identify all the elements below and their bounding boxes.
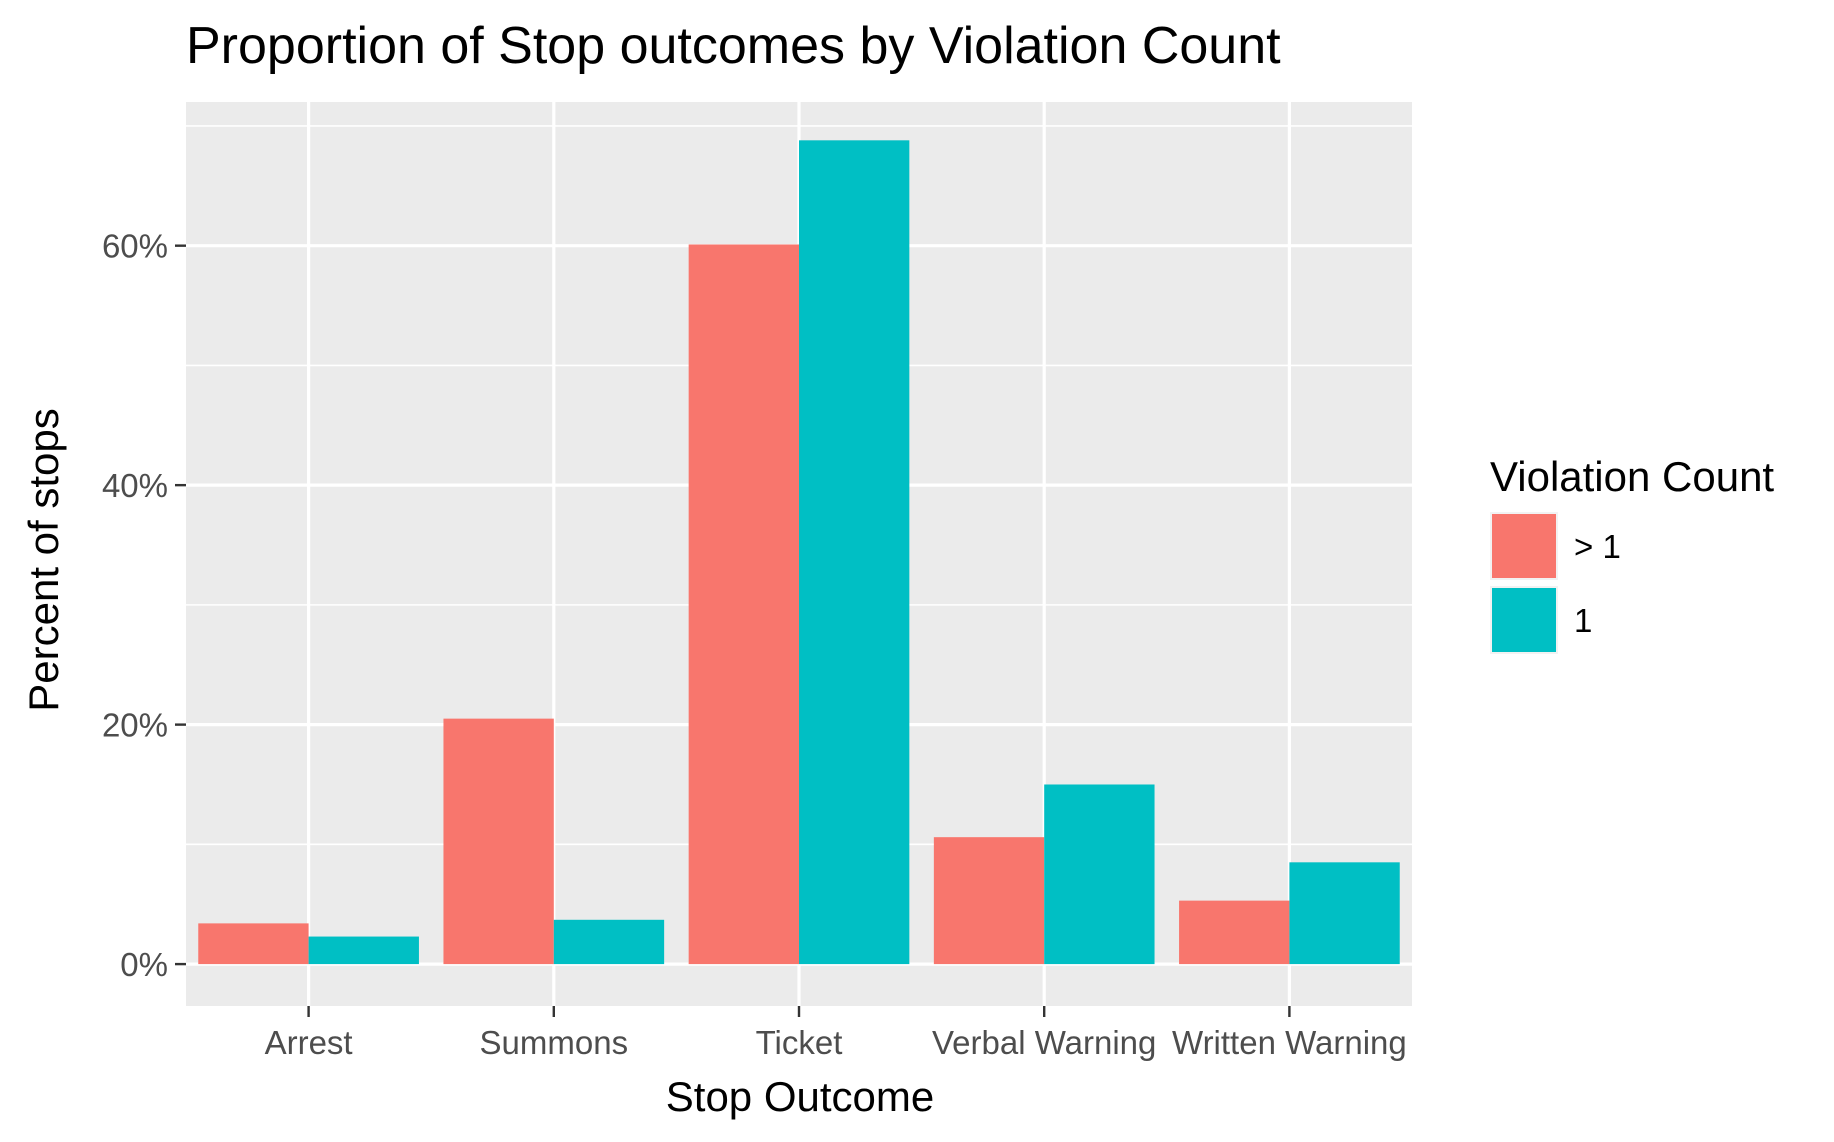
bar-ticket-series-1	[688, 244, 799, 965]
legend-label: 1	[1574, 602, 1592, 639]
bar-summons-series-2	[553, 919, 665, 965]
x-axis-title: Stop Outcome	[666, 1073, 934, 1120]
x-tick-label: Arrest	[265, 1024, 353, 1061]
y-tick-label: 0%	[120, 946, 168, 983]
x-tick-label: Ticket	[756, 1024, 843, 1061]
y-axis-title: Percent of stops	[20, 408, 67, 712]
bar-verbal-warning-series-1	[933, 837, 1045, 965]
x-tick-label: Written Warning	[1172, 1024, 1407, 1061]
legend-key-swatch	[1492, 514, 1556, 578]
chart-title: Proportion of Stop outcomes by Violation…	[186, 17, 1281, 75]
y-tick-label: 20%	[102, 707, 168, 744]
y-tick-label: 40%	[102, 467, 168, 504]
legend-key-swatch	[1492, 588, 1556, 652]
bar-verbal-warning-series-2	[1044, 784, 1155, 965]
bar-arrest-series-2	[308, 936, 419, 965]
legend-label: > 1	[1574, 528, 1621, 565]
y-tick-label: 60%	[102, 228, 168, 265]
bar-arrest-series-1	[198, 923, 309, 965]
bar-summons-series-1	[443, 718, 554, 965]
bar-written-warning-series-2	[1289, 862, 1400, 965]
legend-title: Violation Count	[1490, 453, 1774, 500]
bar-written-warning-series-1	[1179, 900, 1290, 965]
bar-ticket-series-2	[799, 140, 910, 965]
x-tick-label: Verbal Warning	[932, 1024, 1156, 1061]
plot-panel	[186, 102, 1412, 1006]
x-tick-label: Summons	[480, 1024, 629, 1061]
legend: Violation Count > 1 1	[1490, 453, 1774, 654]
